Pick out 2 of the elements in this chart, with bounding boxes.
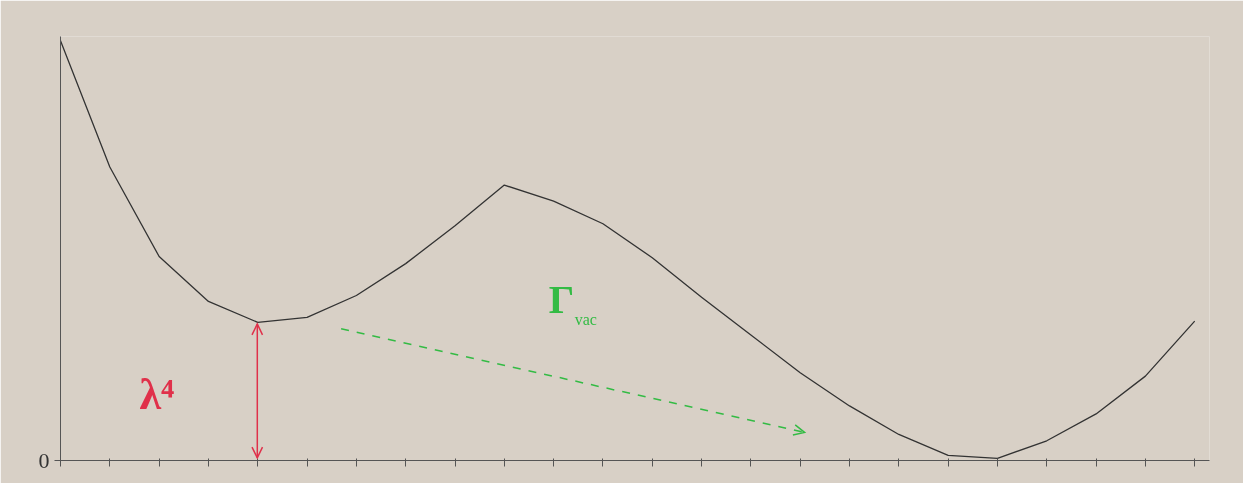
text: 0	[38, 447, 50, 473]
annotation: λ⁴	[139, 370, 175, 420]
